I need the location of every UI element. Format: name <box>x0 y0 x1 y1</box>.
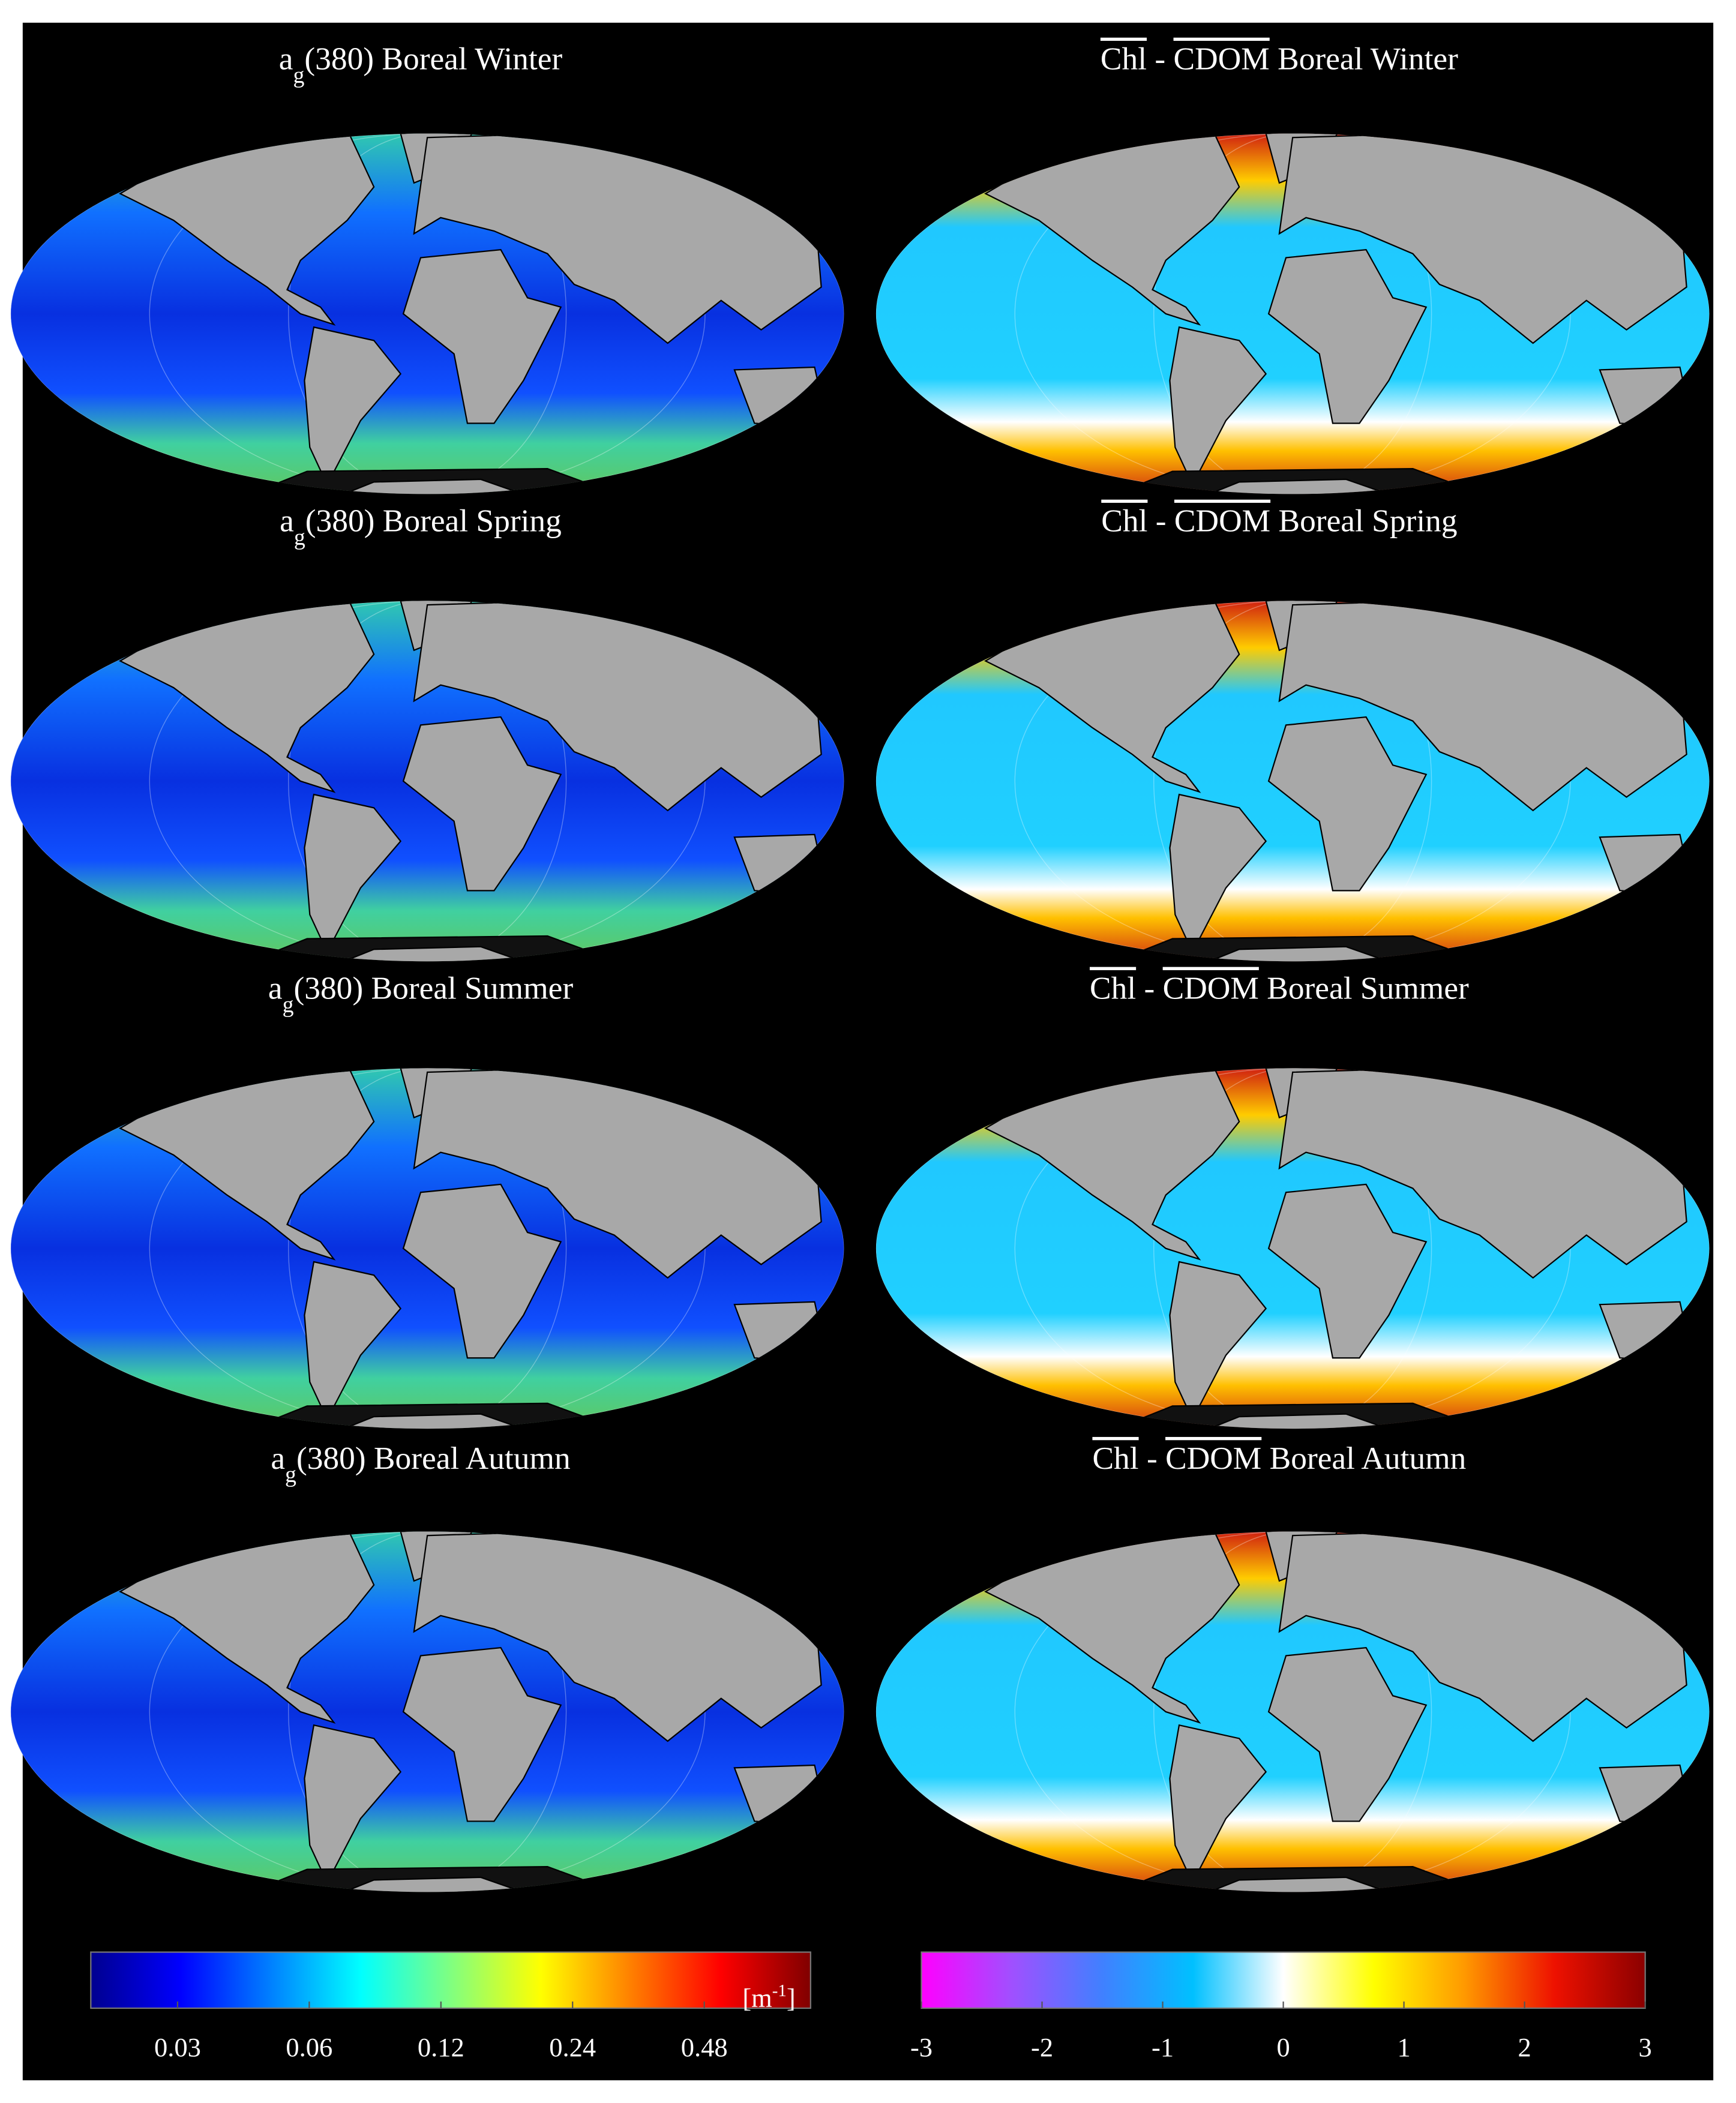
graticule <box>288 1531 567 1892</box>
tick-label: 0 <box>1276 2032 1290 2062</box>
title-subscript: g <box>285 1462 296 1487</box>
title-operator: - <box>1144 970 1155 1006</box>
title-term: Chl <box>1092 1440 1138 1476</box>
graticule <box>1153 1531 1432 1892</box>
unit-close: ] <box>787 1983 796 2013</box>
title-symbol: a <box>271 1440 285 1476</box>
tick-label: 0.06 <box>286 2032 332 2062</box>
panel-title: ag(380) Boreal Spring <box>280 503 562 550</box>
map-panel <box>10 133 844 494</box>
unit-text: [m <box>742 1983 772 2013</box>
colorbar <box>90 1951 811 2009</box>
title-subscript: g <box>293 63 304 88</box>
title-subscript: g <box>283 992 294 1018</box>
tick-label: -2 <box>1031 2032 1053 2062</box>
title-symbol: a <box>280 503 294 539</box>
panel-title: Chl - CDOM Boreal Spring <box>1101 503 1457 539</box>
panel-title: ag(380) Boreal Winter <box>279 41 563 88</box>
title-term: CDOM <box>1174 503 1270 539</box>
graticule <box>288 1068 567 1429</box>
tick-label: 1 <box>1397 2032 1410 2062</box>
title-text: (380) Boreal Winter <box>304 41 562 77</box>
graticule <box>1153 133 1432 494</box>
title-operator: - <box>1156 503 1167 539</box>
title-symbol: a <box>279 41 293 77</box>
map-panel <box>876 1531 1710 1892</box>
graticule <box>1153 1531 1432 1892</box>
tick-label: 2 <box>1518 2032 1531 2062</box>
map-panel <box>10 601 844 962</box>
tick-label: 0.48 <box>681 2032 728 2062</box>
graticule <box>1153 601 1432 962</box>
graticule <box>1153 1068 1432 1429</box>
graticule <box>288 601 567 962</box>
unit-superscript: -1 <box>772 1981 787 2000</box>
tick-label: -1 <box>1152 2032 1174 2062</box>
tick-label: 3 <box>1639 2032 1652 2062</box>
graticule <box>288 1068 567 1429</box>
title-operator: - <box>1155 41 1165 77</box>
title-text: (380) Boreal Autumn <box>296 1440 571 1476</box>
unit-label: [m-1] <box>742 1981 795 2013</box>
tick-label: 0.12 <box>418 2032 464 2062</box>
map-panel <box>10 1068 844 1429</box>
graticule <box>288 601 567 962</box>
title-text: (380) Boreal Spring <box>305 503 562 539</box>
tick-label: 0.24 <box>549 2032 596 2062</box>
graticule <box>288 1531 567 1892</box>
title-text: Boreal Autumn <box>1270 1440 1467 1476</box>
title-symbol: a <box>268 970 283 1006</box>
graticule <box>288 133 567 494</box>
map-panel <box>10 1531 844 1892</box>
map-panel <box>876 601 1710 962</box>
graticule <box>1153 601 1432 962</box>
title-term: Chl <box>1101 41 1147 77</box>
title-term: Chl <box>1101 503 1147 539</box>
panel-title: ag(380) Boreal Autumn <box>271 1440 570 1487</box>
title-text: Boreal Summer <box>1267 970 1469 1006</box>
title-text: Boreal Spring <box>1278 503 1457 539</box>
title-term: CDOM <box>1174 41 1270 77</box>
graticule <box>1153 1068 1432 1429</box>
panel-title: Chl - CDOM Boreal Winter <box>1101 41 1458 77</box>
colorbar <box>921 1951 1646 2009</box>
tick-label: -3 <box>910 2032 933 2062</box>
title-term: CDOM <box>1163 970 1259 1006</box>
graticule <box>288 133 567 494</box>
title-operator: - <box>1147 1440 1158 1476</box>
title-term: CDOM <box>1165 1440 1261 1476</box>
panel-title: Chl - CDOM Boreal Autumn <box>1092 1440 1466 1476</box>
panel-title: Chl - CDOM Boreal Summer <box>1090 970 1469 1006</box>
title-term: Chl <box>1090 970 1136 1006</box>
title-subscript: g <box>294 525 305 550</box>
title-text: Boreal Winter <box>1278 41 1458 77</box>
graticule <box>1153 133 1432 494</box>
map-panel <box>876 1068 1710 1429</box>
tick-label: 0.03 <box>154 2032 201 2062</box>
title-text: (380) Boreal Summer <box>294 970 574 1006</box>
panel-title: ag(380) Boreal Summer <box>268 970 573 1018</box>
map-panel <box>876 133 1710 494</box>
